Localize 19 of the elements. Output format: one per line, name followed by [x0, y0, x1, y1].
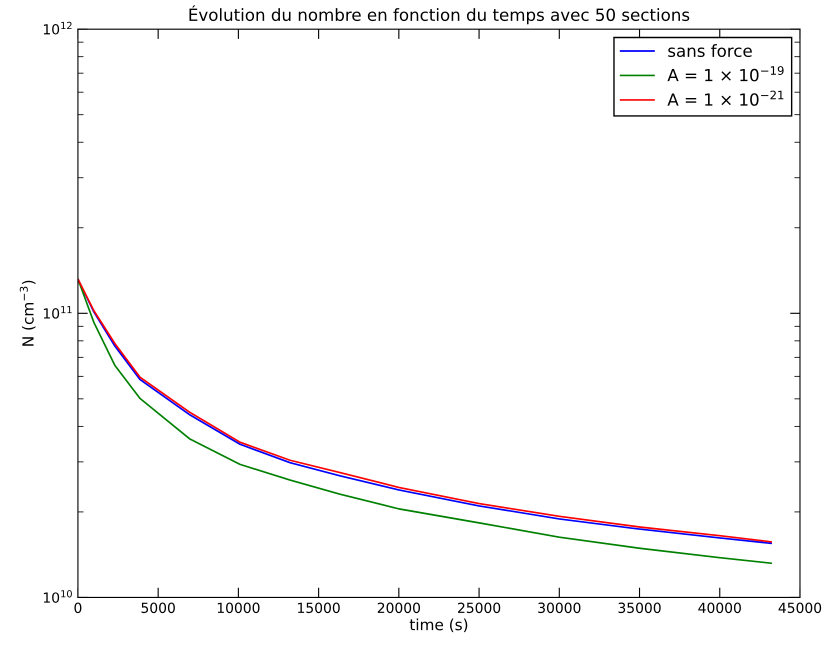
- x-tick-label: 40000: [698, 602, 741, 614]
- y-tick-label: 10$^{11}$: [44, 306, 72, 319]
- x-tick-label: 10000: [218, 602, 260, 614]
- y-axis-title: N (cm$^{−3}$): [20, 280, 36, 346]
- x-tick-label: 20000: [378, 602, 420, 614]
- y-tick-label: 10$^{10}$: [44, 590, 72, 603]
- x-tick-label: 0: [74, 602, 82, 614]
- x-tick-label: 5000: [142, 602, 175, 614]
- x-tick-label: 30000: [538, 602, 580, 614]
- x-tick-label: 35000: [618, 602, 661, 614]
- legend-label: A = 1 × 10$^{−21}$: [667, 90, 784, 106]
- x-tick-label: 45000: [778, 602, 822, 614]
- legend-label: sans force: [668, 44, 752, 58]
- x-tick-label: 25000: [458, 602, 500, 614]
- legend-label: A = 1 × 10$^{−19}$: [667, 66, 784, 82]
- x-tick-label: 15000: [298, 602, 340, 614]
- chart-title: Évolution du nombre en fonction du temps avec 50 sections: [189, 5, 690, 24]
- y-tick-label: 10$^{12}$: [44, 22, 72, 35]
- x-axis-title: time (s): [410, 618, 468, 632]
